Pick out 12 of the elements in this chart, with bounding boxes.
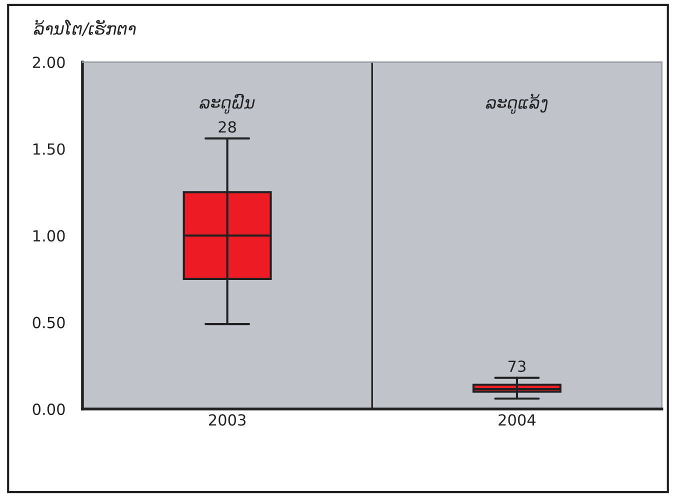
annotation: 28 (218, 121, 236, 133)
y-tick-label: 2.00 (32, 56, 65, 68)
x-tick-label: 2003 (208, 414, 246, 426)
annotation: ລະດູຝົນ (200, 94, 255, 114)
annotation: 73 (508, 360, 526, 372)
x-tick-label: 2004 (498, 414, 536, 426)
y-tick-label: 0.00 (32, 403, 65, 416)
annotation: ລະດູແລ້ງ (486, 94, 548, 114)
y-tick-label: 1.00 (33, 230, 65, 242)
y-tick-label: 1.50 (33, 143, 65, 155)
y-tick-label: 0.50 (32, 316, 65, 328)
y-axis-title: ລ້ານໂຕ/ເຮັກຕາ (34, 20, 136, 36)
